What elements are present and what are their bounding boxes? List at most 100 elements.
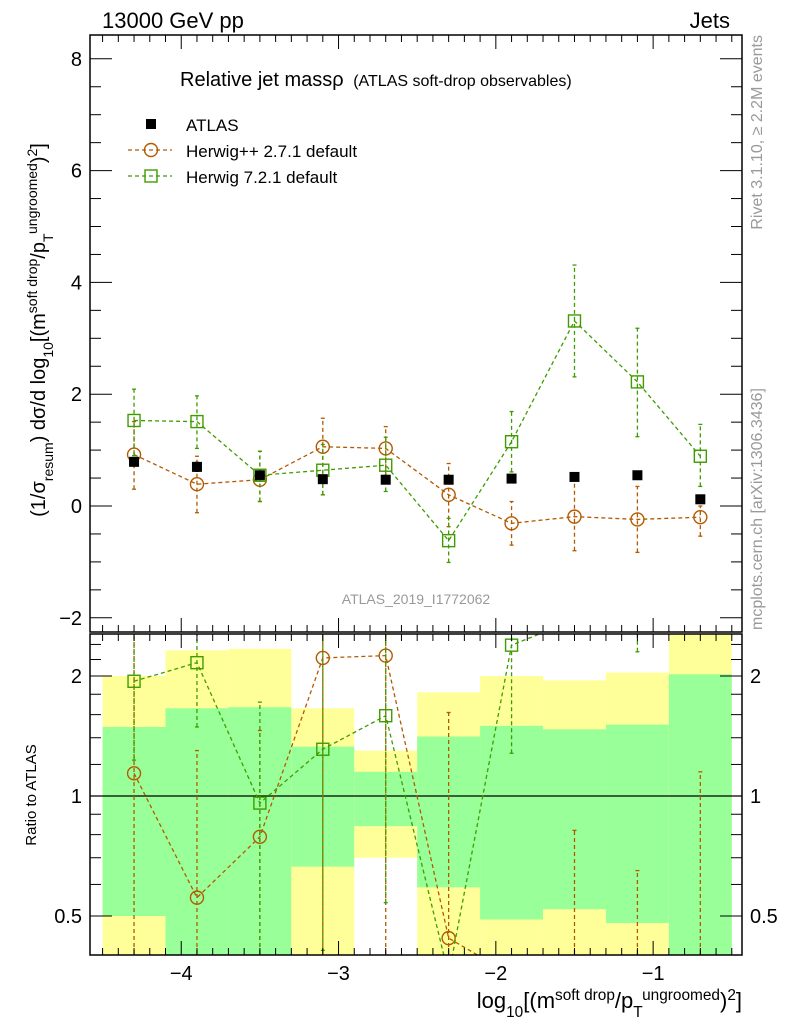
y-axis-label-main: (1/σresum) dσ/d log10[(msoft drop/pTungr… (24, 143, 56, 517)
data-point (443, 969, 455, 981)
plot-title-main: Relative jet massρ (180, 69, 344, 91)
data-point (441, 487, 456, 503)
band-inner-bin (605, 724, 669, 924)
data-point (694, 614, 706, 626)
data-point (379, 458, 393, 472)
data-point (315, 439, 331, 454)
label-part: ) (28, 156, 50, 163)
ratio-plot-marks (126, 614, 707, 982)
data-point (254, 470, 265, 481)
x-tick-label: −4 (170, 963, 193, 985)
label-part: 2 (24, 148, 40, 156)
legend-label: Herwig 7.2.1 default (186, 168, 337, 187)
main-frame (89, 34, 743, 633)
legend-label: ATLAS (186, 116, 239, 135)
data-point (441, 930, 456, 946)
series-herwigpp (126, 417, 708, 554)
data-point (504, 435, 519, 449)
ratio-y-tick-label-right: 2 (750, 666, 761, 688)
data-point (694, 969, 707, 982)
data-point (190, 655, 204, 670)
x-tick-label: −3 (327, 963, 350, 985)
data-point (127, 413, 141, 428)
y-tick-label: −2 (59, 608, 82, 630)
data-point (569, 471, 580, 482)
side-text-rivet: Rivet 3.1.10, ≥ 2.2M events (749, 35, 766, 230)
legend-item-atlas: ATLAS (146, 116, 239, 135)
plot-title: Relative jet massρ (ATLAS soft-drop obse… (180, 69, 572, 91)
label-part: 10 (506, 1004, 523, 1021)
data-point (253, 796, 267, 810)
y-tick-label: 0 (71, 496, 82, 518)
watermark: ATLAS_2019_I1772062 (342, 591, 491, 607)
label-part: soft drop (555, 987, 615, 1004)
data-point (630, 375, 645, 389)
ratio-uncertainty-bands (90, 634, 742, 955)
data-point (126, 766, 142, 781)
label-part: /p (28, 242, 50, 259)
main-plot-marks (126, 264, 708, 564)
data-point (317, 474, 328, 485)
x-tick-label: −1 (642, 963, 665, 985)
ratio-y-tick-label-right: 1 (750, 786, 761, 808)
side-text-mcplots: mcplots.cern.ch [arXiv:1306.3436] (749, 388, 766, 630)
label-part: ungroomed (24, 163, 40, 234)
data-point (506, 473, 517, 484)
label-part: ungroomed (642, 987, 720, 1004)
series-line (134, 319, 701, 542)
series-herwig7 (127, 614, 706, 981)
data-point (315, 650, 331, 666)
data-point (631, 614, 643, 626)
ratio-frame (89, 633, 743, 956)
y-tick-label: 8 (71, 49, 82, 71)
label-part: soft drop (24, 259, 40, 314)
data-point (189, 476, 205, 492)
data-point (316, 742, 330, 756)
axes: −4 −3 −2 −1 −2 0 2 4 6 8 0.5 0.5 1 1 2 2 (54, 34, 778, 985)
y-tick-label: 4 (71, 272, 82, 294)
data-point (127, 674, 141, 688)
series-line (133, 634, 542, 955)
y-tick-label: 2 (71, 384, 82, 406)
data-point (129, 456, 140, 467)
x-tick-label: −2 (484, 963, 507, 985)
legend: ATLAS Herwig++ 2.7.1 default Herwig 7.2.1 … (128, 116, 357, 187)
label-part: T (40, 233, 56, 242)
data-point (632, 470, 643, 481)
plot-subtitle: (ATLAS soft-drop observables) (353, 73, 571, 90)
label-part: log (477, 988, 506, 1013)
ratio-y-tick-label-right: 0.5 (750, 906, 778, 928)
label-part: /p (615, 988, 633, 1013)
label-part: [(m (523, 988, 555, 1013)
label-part: T (633, 1004, 643, 1021)
label-part: ] (28, 143, 50, 149)
data-point (379, 709, 393, 723)
band-inner-bin (480, 725, 544, 920)
band-inner-bin (543, 729, 606, 910)
label-part: ) (720, 988, 727, 1013)
legend-item-herwig7: Herwig 7.2.1 default (128, 168, 337, 187)
data-point (380, 474, 391, 485)
data-point (143, 142, 159, 158)
data-point (693, 449, 708, 463)
label-part: 10 (40, 342, 56, 358)
data-point (253, 468, 267, 482)
series-atlas (129, 456, 706, 505)
data-point (191, 461, 202, 472)
data-point (568, 614, 580, 626)
y-tick-label: 6 (71, 161, 82, 183)
ratio-y-tick-label: 1 (71, 786, 82, 808)
data-point (189, 890, 205, 905)
data-point (504, 516, 519, 531)
label-part: [(m (28, 313, 50, 342)
label-part: (1/σ (28, 481, 50, 517)
header-right: Jets (690, 8, 730, 33)
legend-label: Herwig++ 2.7.1 default (186, 142, 357, 161)
ratio-y-tick-label: 2 (71, 666, 82, 688)
data-point (693, 509, 708, 525)
legend-item-herwigpp: Herwig++ 2.7.1 default (128, 142, 357, 161)
data-point (441, 533, 456, 548)
data-point (252, 829, 268, 845)
label-part: resum (40, 442, 56, 481)
